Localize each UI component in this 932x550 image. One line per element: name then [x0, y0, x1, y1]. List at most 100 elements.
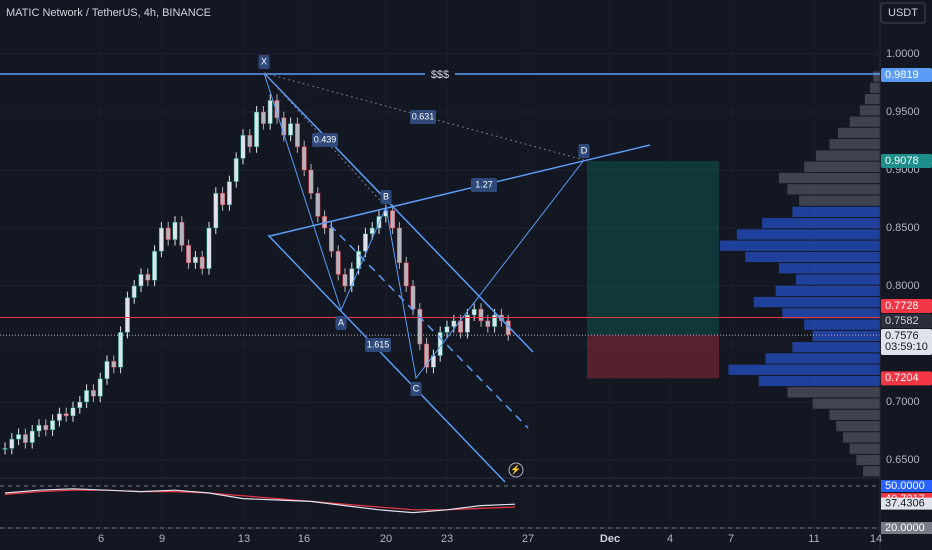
- candle-body: [369, 227, 375, 235]
- volume-profile-bar: [842, 432, 880, 443]
- volume-profile-bar: [758, 375, 880, 387]
- alert-icon[interactable]: [508, 462, 524, 478]
- volume-profile-bar: [778, 172, 880, 184]
- time-tick-label: 23: [441, 533, 453, 545]
- pattern-label-bg: [335, 316, 347, 330]
- price-badge-label: 0.9078: [885, 155, 919, 167]
- volume-profile-bar: [836, 421, 880, 432]
- candle-body: [342, 274, 348, 287]
- candle-body: [63, 413, 69, 417]
- candle-body: [444, 326, 450, 333]
- candle-body: [56, 413, 62, 421]
- rsi-badge: [881, 480, 932, 492]
- volume-profile-bar: [787, 387, 880, 398]
- rsi-ma-line: [4, 489, 516, 511]
- candle-body: [233, 158, 239, 182]
- candle-body: [328, 227, 334, 252]
- rsi-badge-label: 50.0000: [885, 480, 925, 492]
- volume-profile-bar: [720, 240, 880, 251]
- price-tick-label: 1.0000: [886, 48, 920, 60]
- volume-profile-bar: [736, 229, 880, 240]
- pattern-label-bg: [471, 178, 497, 192]
- time-tick-label: 14: [870, 533, 882, 545]
- volume-profile-bar: [787, 184, 880, 195]
- pattern-label: D: [581, 145, 588, 155]
- candle-body: [145, 274, 151, 281]
- volume-profile-bar: [873, 71, 880, 82]
- rsi-badge-label: 37.4306: [885, 498, 925, 510]
- candle-body: [226, 181, 232, 206]
- pattern-label-bg: [312, 133, 338, 147]
- candle-body: [362, 233, 368, 252]
- candle-body: [274, 100, 280, 119]
- volume-profile-bar: [745, 251, 880, 263]
- candle-body: [396, 227, 402, 264]
- pattern-label-bg: [410, 382, 422, 396]
- candle-body: [22, 434, 28, 443]
- rsi-line: [4, 488, 516, 514]
- candle-body: [410, 285, 416, 310]
- profit-zone: [587, 160, 719, 336]
- candle-body: [220, 192, 226, 206]
- candle-body: [247, 134, 253, 148]
- volume-profile-bar: [782, 308, 880, 319]
- volume-profile-bar: [812, 398, 880, 409]
- countdown: 03:59:10: [885, 341, 928, 353]
- pattern-label: C: [413, 383, 420, 393]
- candle-body: [36, 424, 42, 432]
- chart-title: MATIC Network / TetherUS, 4h, BINANCE: [6, 7, 211, 19]
- time-tick-label: Dec: [600, 533, 620, 545]
- price-tick-label: 0.6500: [886, 454, 920, 466]
- price-badge-label: 0.7204: [885, 372, 919, 384]
- pattern-label-bg: [380, 190, 392, 204]
- candle-body: [16, 434, 22, 440]
- candle-body: [77, 401, 83, 409]
- time-tick-label: 11: [808, 533, 819, 545]
- candle-body: [179, 221, 185, 246]
- candle-body: [335, 250, 341, 275]
- price-badge-label: 0.7582: [885, 315, 919, 327]
- volume-profile-bar: [812, 330, 880, 342]
- currency-label: USDT: [888, 7, 918, 19]
- candle-body: [254, 111, 260, 148]
- volume-profile-bar: [778, 263, 880, 274]
- pattern-label: X: [261, 56, 267, 66]
- price-badge-label: 0.7728: [885, 300, 919, 312]
- volume-profile-bar: [792, 206, 880, 218]
- volume-profile-bar: [829, 139, 880, 150]
- volume-profile-bar: [856, 454, 880, 466]
- candle-body: [131, 285, 137, 298]
- candle-body: [2, 448, 8, 450]
- volume-profile-bar: [804, 319, 880, 330]
- price-badge: [881, 371, 932, 386]
- currency-button[interactable]: [880, 2, 926, 24]
- candle-body: [451, 320, 457, 327]
- rsi-badge: [881, 497, 932, 510]
- candle-body: [104, 361, 110, 380]
- price-badge-label: 0.7576: [885, 330, 919, 342]
- pattern-label: A: [338, 317, 344, 327]
- time-tick-label: 7: [728, 533, 734, 545]
- candle-body: [403, 262, 409, 287]
- candle-body: [199, 256, 205, 269]
- candle-body: [308, 169, 314, 194]
- candle-body: [158, 227, 164, 252]
- time-tick-label: 9: [159, 533, 165, 545]
- price-tick-label: 0.8500: [886, 222, 920, 234]
- pattern-label-bg: [258, 55, 270, 69]
- rsi-badge-label: 20.0000: [885, 522, 925, 534]
- volume-profile-bar: [765, 353, 880, 364]
- volume-profile-bar: [859, 105, 880, 116]
- price-badge: [881, 299, 932, 313]
- channel-top: [263, 72, 534, 353]
- volume-profile-bar: [762, 218, 880, 229]
- volume-profile-bar: [816, 150, 880, 161]
- candle-body: [424, 343, 430, 368]
- candle-body: [485, 320, 491, 327]
- candle-body: [478, 308, 484, 322]
- volume-profile-bar: [775, 285, 880, 296]
- candle-body: [97, 378, 103, 397]
- pattern-label: 1.27: [475, 179, 493, 189]
- candle-body: [29, 430, 35, 443]
